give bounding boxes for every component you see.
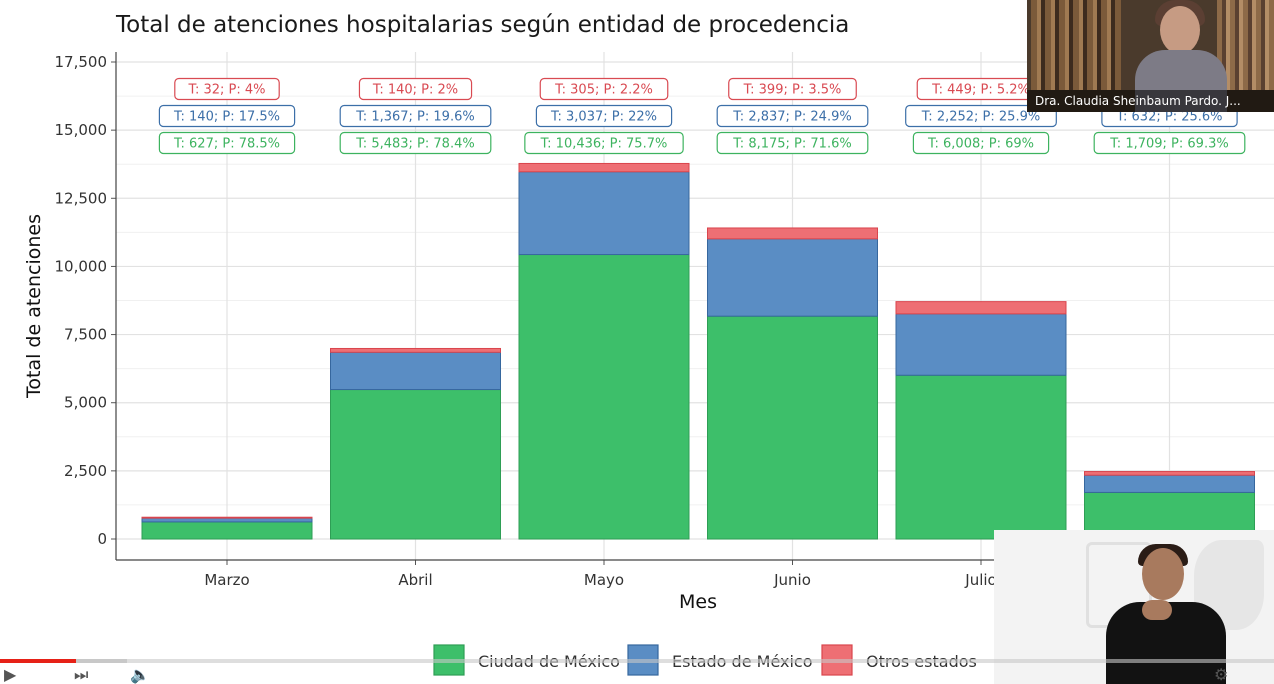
y-tick-label: 7,500 bbox=[64, 326, 107, 344]
data-label-box bbox=[339, 104, 492, 128]
data-label: T: 10,436; P: 75.7% bbox=[540, 137, 668, 152]
data-label: T: 305; P: 2.2% bbox=[554, 83, 653, 98]
presenter-face bbox=[1160, 6, 1200, 54]
participant-name: Dra. Claudia Sheinbaum Pardo. J... bbox=[1027, 90, 1274, 112]
bar-segment bbox=[1084, 471, 1255, 476]
data-label: T: 140; P: 2% bbox=[372, 83, 458, 98]
data-label: T: 632; P: 25.6% bbox=[1116, 110, 1223, 125]
data-label-box bbox=[174, 77, 280, 101]
data-label: T: 449; P: 5.2% bbox=[931, 83, 1030, 98]
interpreter-face bbox=[1142, 548, 1184, 600]
x-axis-title: Mes bbox=[679, 591, 717, 613]
bar-segment bbox=[707, 238, 878, 317]
data-label-box bbox=[716, 131, 869, 155]
video-progress-bar[interactable] bbox=[0, 659, 1274, 663]
x-tick-label: Abril bbox=[398, 571, 432, 589]
y-tick-label: 15,000 bbox=[55, 121, 108, 139]
data-label: T: 140; P: 17.5% bbox=[173, 110, 280, 125]
data-label: T: 399; P: 3.5% bbox=[743, 83, 842, 98]
data-label-box bbox=[912, 131, 1050, 155]
data-label: T: 1,367; P: 19.6% bbox=[355, 110, 474, 125]
plot-panel bbox=[116, 52, 1274, 560]
bar-segment bbox=[518, 254, 690, 540]
play-icon[interactable]: ▶ bbox=[4, 667, 17, 684]
y-tick-label: 0 bbox=[97, 530, 107, 548]
y-tick-label: 2,500 bbox=[64, 462, 107, 480]
settings-icon[interactable]: ⚙ bbox=[1214, 667, 1229, 684]
data-label: T: 3,037; P: 22% bbox=[550, 110, 657, 125]
y-tick-label: 5,000 bbox=[64, 394, 107, 412]
bookshelf-left bbox=[1031, 0, 1121, 90]
data-label: T: 1,709; P: 69.3% bbox=[1109, 137, 1228, 152]
x-tick-label: Mayo bbox=[584, 571, 624, 589]
bar-segment bbox=[895, 301, 1067, 315]
data-label-box bbox=[358, 77, 473, 101]
bar-segment bbox=[1084, 474, 1255, 493]
progress-played bbox=[0, 659, 77, 663]
bar-segment bbox=[330, 347, 501, 353]
data-label-box bbox=[728, 77, 857, 101]
bar-segment bbox=[141, 516, 313, 519]
data-labels: T: 627; P: 78.5% T: 140; P: 17.5% T: 32; P… bbox=[158, 77, 1246, 155]
data-label: T: 8,175; P: 71.6% bbox=[732, 137, 851, 152]
data-label-box bbox=[1093, 131, 1246, 155]
bar-segment bbox=[141, 521, 313, 540]
data-label-box bbox=[539, 77, 669, 101]
bar-segment bbox=[707, 227, 878, 240]
volume-icon[interactable]: 🔈 bbox=[130, 667, 150, 684]
sign-language-interpreter-video[interactable] bbox=[994, 530, 1274, 684]
data-label: T: 32; P: 4% bbox=[187, 83, 265, 98]
presenter-video[interactable]: Dra. Claudia Sheinbaum Pardo. J... bbox=[1027, 0, 1274, 112]
data-label-box bbox=[905, 104, 1057, 128]
data-label: T: 2,837; P: 24.9% bbox=[732, 110, 851, 125]
data-label-box bbox=[535, 104, 673, 128]
x-tick-label: Julio bbox=[964, 571, 996, 589]
data-label: T: 5,483; P: 78.4% bbox=[355, 137, 474, 152]
bar-segment bbox=[707, 315, 878, 540]
bar-segment bbox=[518, 171, 690, 256]
y-tick-label: 10,000 bbox=[55, 257, 108, 275]
data-label-box bbox=[158, 131, 296, 155]
data-label-box bbox=[716, 104, 869, 128]
data-label: T: 2,252; P: 25.9% bbox=[921, 110, 1040, 125]
bar-segment bbox=[518, 162, 690, 173]
y-tick-label: 17,500 bbox=[55, 53, 108, 71]
bar-segment bbox=[330, 351, 501, 391]
chart-title: Total de atenciones hospitalarias según … bbox=[116, 12, 850, 38]
next-icon[interactable]: ⏭ bbox=[74, 667, 89, 684]
data-label-box bbox=[524, 131, 684, 155]
bar-segment bbox=[895, 374, 1067, 540]
bar-segment bbox=[330, 389, 501, 540]
bars bbox=[141, 162, 1255, 540]
y-tick-label: 12,500 bbox=[55, 189, 108, 207]
data-label-box bbox=[158, 104, 296, 128]
y-axis-title: Total de atenciones bbox=[23, 214, 45, 399]
data-label-box bbox=[339, 131, 492, 155]
x-tick-label: Marzo bbox=[204, 571, 249, 589]
bar-segment bbox=[141, 517, 313, 523]
bar-segment bbox=[895, 313, 1067, 376]
data-label: T: 627; P: 78.5% bbox=[173, 137, 280, 152]
data-label: T: 6,008; P: 69% bbox=[927, 137, 1034, 152]
x-tick-label: Junio bbox=[773, 571, 811, 589]
interpreter-hand bbox=[1142, 600, 1172, 620]
